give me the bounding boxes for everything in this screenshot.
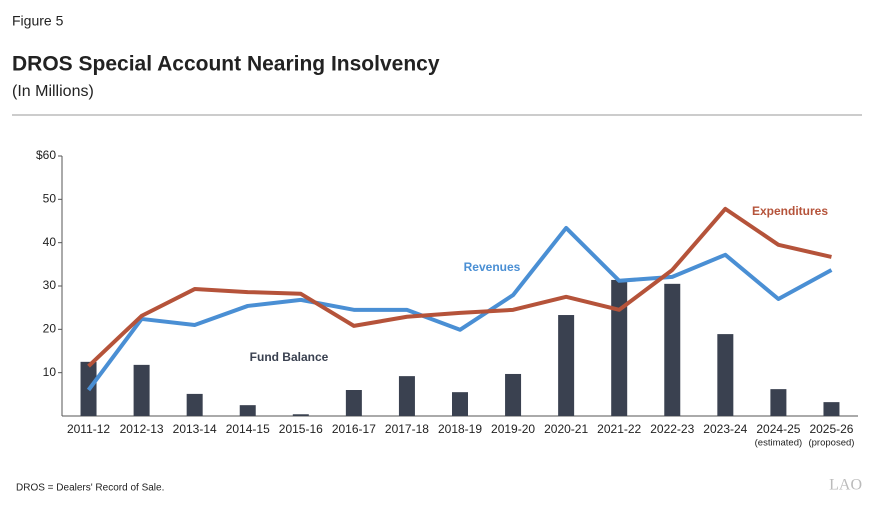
x-tick-label: 2022-23 bbox=[650, 422, 694, 436]
x-tick-label: 2018-19 bbox=[438, 422, 482, 436]
bar bbox=[770, 389, 787, 416]
series-label: Revenues bbox=[464, 260, 521, 274]
bar bbox=[452, 392, 468, 416]
chart-subtitle: (In Millions) bbox=[12, 83, 94, 100]
bar bbox=[186, 393, 203, 416]
line bbox=[87, 206, 832, 368]
bar bbox=[717, 334, 734, 416]
bar bbox=[133, 364, 150, 416]
bar bbox=[292, 414, 309, 416]
x-tick-label: 2021-22 bbox=[597, 422, 641, 436]
bar bbox=[558, 315, 575, 416]
x-tick-label: 2015-16 bbox=[279, 422, 323, 436]
x-tick-label: 2011-12 bbox=[67, 422, 110, 436]
y-tick-label: 40 bbox=[43, 235, 57, 249]
x-tick-label: 2020-21 bbox=[544, 422, 588, 436]
bar bbox=[345, 390, 362, 416]
x-tick-label: 2023-24 bbox=[703, 422, 747, 436]
series-label: Expenditures bbox=[752, 204, 828, 218]
chart-title: DROS Special Account Nearing Insolvency bbox=[12, 53, 440, 76]
logo: LAO bbox=[829, 477, 862, 494]
series-label: Fund Balance bbox=[250, 350, 329, 364]
x-tick-label: 2019-20 bbox=[491, 422, 535, 436]
y-tick-label: 50 bbox=[43, 192, 57, 206]
y-tick-label: 30 bbox=[43, 278, 57, 292]
bar bbox=[398, 376, 415, 416]
y-tick-label: $60 bbox=[36, 148, 56, 162]
x-tick-label: 2024-25 bbox=[756, 422, 800, 436]
x-tick-sublabel: (estimated) bbox=[755, 438, 803, 449]
y-tick-label: 10 bbox=[43, 365, 57, 379]
x-tick-label: 2017-18 bbox=[385, 422, 429, 436]
footnote: DROS = Dealers' Record of Sale. bbox=[16, 483, 164, 494]
x-tick-label: 2013-14 bbox=[173, 422, 217, 436]
bar bbox=[611, 279, 628, 416]
x-tick-label: 2014-15 bbox=[226, 422, 270, 436]
bar bbox=[239, 405, 256, 416]
bar bbox=[505, 373, 522, 416]
x-tick-label: 2016-17 bbox=[332, 422, 376, 436]
x-tick-label: 2012-13 bbox=[120, 422, 164, 436]
bar bbox=[823, 402, 840, 416]
line bbox=[86, 225, 833, 392]
figure-label: Figure 5 bbox=[12, 13, 64, 29]
y-tick-label: 20 bbox=[43, 322, 57, 336]
bar bbox=[664, 283, 681, 416]
x-tick-sublabel: (proposed) bbox=[808, 438, 854, 449]
x-tick-label: 2025-26 bbox=[809, 422, 853, 436]
